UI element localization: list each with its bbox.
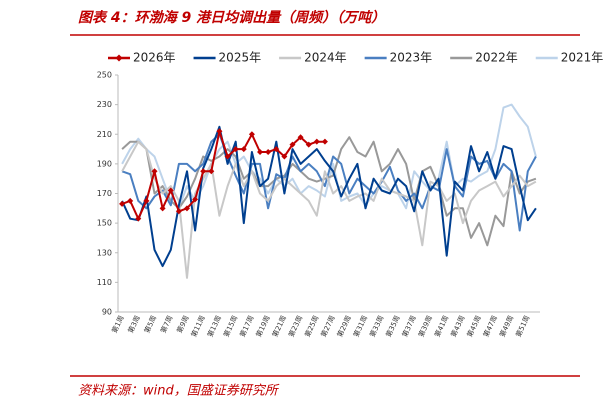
x-tick-label: 第47周 xyxy=(481,314,499,339)
series-marker xyxy=(151,168,158,175)
y-tick-label: 190 xyxy=(97,159,112,168)
x-tick-label: 第15周 xyxy=(221,314,239,339)
series-marker xyxy=(265,149,272,156)
x-tick-label: 第3周 xyxy=(126,314,142,335)
x-tick-label: 第13周 xyxy=(205,314,223,339)
x-tick-label: 第41周 xyxy=(432,314,450,339)
x-tick-label: 第35周 xyxy=(384,314,402,339)
series-marker xyxy=(297,134,304,141)
series-line xyxy=(121,140,537,279)
series-marker xyxy=(127,197,134,204)
x-tick-label: 第11周 xyxy=(189,314,207,339)
legend-label: 2022年 xyxy=(475,51,518,65)
series-marker xyxy=(224,153,231,160)
series-marker xyxy=(240,146,247,153)
x-tick-label: 第31周 xyxy=(351,314,369,339)
series-marker xyxy=(257,149,264,156)
legend-label: 2024年 xyxy=(304,51,347,65)
series-marker xyxy=(175,208,182,215)
y-tick-label: 230 xyxy=(97,100,112,109)
series-marker xyxy=(167,187,174,194)
series-marker xyxy=(321,138,328,145)
x-tick-label: 第39周 xyxy=(416,314,434,339)
y-tick-label: 170 xyxy=(97,189,112,198)
x-tick-label: 第21周 xyxy=(270,314,288,339)
x-tick-label: 第23周 xyxy=(286,314,304,339)
series-marker xyxy=(159,205,166,212)
chart-title: 图表 4：环渤海 9 港日均调出量（周频）（万吨） xyxy=(78,9,385,26)
series-line xyxy=(121,125,537,268)
series-marker xyxy=(183,205,190,212)
x-tick-label: 第51周 xyxy=(514,314,532,339)
series-marker xyxy=(208,168,215,175)
series-line xyxy=(121,136,537,247)
series-marker xyxy=(313,138,320,145)
series-marker xyxy=(273,146,280,153)
source: 资料来源：wind，国盛证券研究所 xyxy=(78,383,280,399)
x-tick-label: 第9周 xyxy=(175,314,191,335)
legend-label: 2023年 xyxy=(390,51,433,65)
x-tick-label: 第49周 xyxy=(497,314,515,339)
y-tick-label: 250 xyxy=(97,71,112,80)
series-marker xyxy=(248,131,255,138)
legend-label: 2021年 xyxy=(561,51,604,65)
x-tick-label: 第43周 xyxy=(449,314,467,339)
y-tick-label: 210 xyxy=(97,130,112,139)
x-tick-label: 第37周 xyxy=(400,314,418,339)
series-marker xyxy=(216,128,223,135)
series-marker xyxy=(232,146,239,153)
y-tick-label: 130 xyxy=(97,248,112,257)
x-tick-label: 第5周 xyxy=(142,314,158,335)
series-marker xyxy=(200,168,207,175)
y-tick-label: 150 xyxy=(97,219,112,228)
x-tick-label: 第45周 xyxy=(465,314,483,339)
series-line xyxy=(121,133,537,232)
series-marker xyxy=(192,196,199,203)
x-tick-label: 第33周 xyxy=(368,314,386,339)
series-marker xyxy=(143,197,150,204)
series-marker xyxy=(289,141,296,148)
series-line xyxy=(121,130,325,220)
y-tick-label: 90 xyxy=(102,308,112,317)
series-marker xyxy=(281,153,288,160)
legend-label: 2025年 xyxy=(219,51,262,65)
x-tick-label: 第29周 xyxy=(335,314,353,339)
x-tick-label: 第1周 xyxy=(110,314,126,335)
x-tick-label: 第25周 xyxy=(303,314,321,339)
x-tick-label: 第19周 xyxy=(254,314,272,339)
x-tick-label: 第17周 xyxy=(238,314,256,339)
series-marker xyxy=(305,141,312,148)
legend-marker xyxy=(115,54,123,62)
y-tick-label: 110 xyxy=(97,278,112,287)
x-tick-label: 第27周 xyxy=(319,314,337,339)
x-tick-label: 第7周 xyxy=(158,314,174,335)
series-marker xyxy=(119,200,126,207)
legend-label: 2026年 xyxy=(133,51,176,65)
series-marker xyxy=(135,215,142,222)
